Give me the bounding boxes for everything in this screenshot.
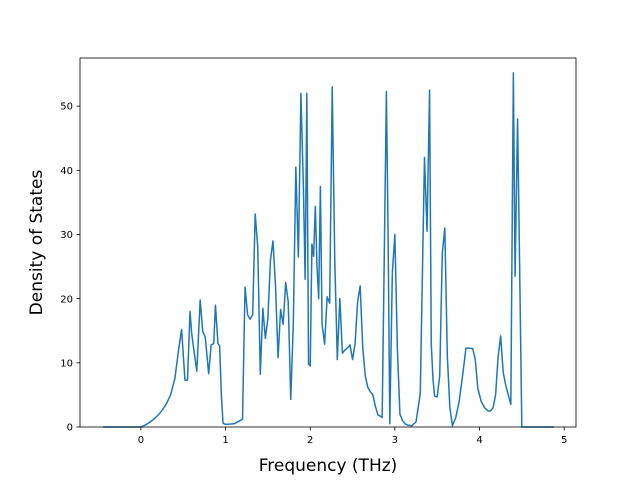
y-tick-label: 20 (60, 294, 73, 305)
axes-frame (79, 57, 577, 428)
y-tick-label: 30 (60, 230, 73, 241)
x-tick-label: 4 (476, 435, 482, 446)
x-tick-label: 3 (392, 435, 398, 446)
y-tick-label: 50 (60, 102, 73, 113)
plot-area (102, 72, 554, 428)
x-axis-label: Frequency (THz) (259, 456, 398, 476)
y-tick-label: 10 (60, 358, 73, 369)
x-axis-ticks: 0 1 2 3 4 5 (138, 427, 567, 446)
x-tick-label: 2 (307, 435, 313, 446)
x-tick-label: 1 (222, 435, 228, 446)
y-tick-label: 0 (67, 423, 73, 434)
y-axis-ticks: 0 10 20 30 40 50 (60, 102, 80, 434)
x-tick-label: 0 (138, 435, 144, 446)
dos-series-line-0 (102, 72, 554, 428)
x-tick-label: 5 (561, 435, 567, 446)
y-axis-label: Density of States (27, 170, 47, 316)
y-tick-label: 40 (60, 166, 73, 177)
